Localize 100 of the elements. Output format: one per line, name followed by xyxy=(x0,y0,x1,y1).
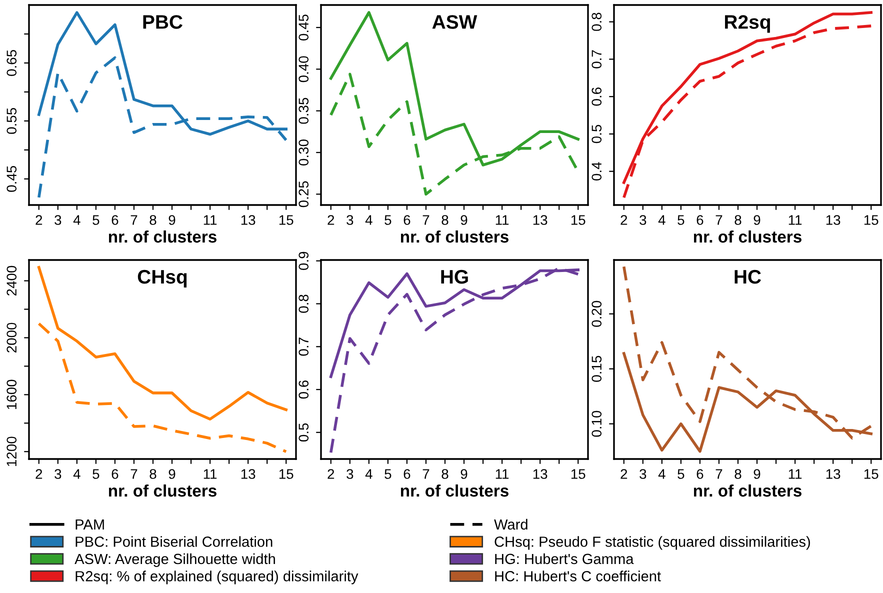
x-tick-label: 3 xyxy=(346,215,354,225)
x-tick-label: 9 xyxy=(460,215,468,225)
text: ASW: Average Silhouette width xyxy=(74,553,275,568)
text: R2sq: % of explained (squared) dissimilarity xyxy=(76,570,358,584)
x-tick-label: 11 xyxy=(788,469,802,479)
x-axis-title: nr. of clusters xyxy=(400,230,508,243)
x-tick-label: 5 xyxy=(92,469,100,479)
y-tick-label: 0.4 xyxy=(592,162,602,180)
x-tick-label: 7 xyxy=(130,469,138,479)
x-tick-label: 13 xyxy=(241,469,256,479)
x-tick-label: 4 xyxy=(365,469,372,479)
y-tick-label: 0.55 xyxy=(6,108,17,134)
x-tick-label: 6 xyxy=(404,469,410,479)
y-tick-label: 1600 xyxy=(6,380,17,410)
y-tick-label: 0.7 xyxy=(592,50,602,68)
y-tick-label: 0.6 xyxy=(298,380,309,399)
text: PBC: Point Biserial Correlation xyxy=(76,536,272,547)
x-tick-label: 15 xyxy=(571,469,586,479)
x-tick-label: 11 xyxy=(496,215,509,225)
x-tick-label: 11 xyxy=(204,215,217,225)
x-tick-label: 6 xyxy=(404,215,410,225)
x-tick-label: 2 xyxy=(36,215,42,225)
x-tick-label: 8 xyxy=(150,215,156,225)
x-axis-title: nr. of clusters xyxy=(108,484,216,497)
x-tick-label: 8 xyxy=(734,469,742,479)
chart-title: R2sq xyxy=(725,15,770,33)
x-tick-label: 6 xyxy=(696,215,704,225)
x-tick-label: 5 xyxy=(92,215,100,225)
chart-title: HC xyxy=(734,270,762,284)
text: HG: Hubert's Gamma xyxy=(495,553,634,564)
y-tick-label: 0.45 xyxy=(6,166,17,192)
x-tick-label: 3 xyxy=(346,469,354,479)
x-tick-label: 7 xyxy=(130,215,138,225)
x-tick-label: 13 xyxy=(533,469,548,479)
x-tick-label: 8 xyxy=(442,469,448,479)
x-tick-label: 11 xyxy=(788,215,802,225)
chart-title: ASW xyxy=(432,15,478,29)
y-tick-label: 0.45 xyxy=(298,14,309,40)
x-tick-label: 2 xyxy=(620,469,628,479)
x-tick-label: 15 xyxy=(279,215,294,225)
y-tick-label: 0.7 xyxy=(298,338,309,356)
x-tick-label: 8 xyxy=(442,215,448,225)
x-tick-label: 6 xyxy=(112,469,118,479)
y-tick-label: 2400 xyxy=(6,266,17,296)
x-tick-label: 7 xyxy=(422,215,430,225)
x-tick-label: 15 xyxy=(864,469,878,479)
chart-title: CHsq xyxy=(138,270,187,288)
x-tick-label: 11 xyxy=(496,469,509,479)
x-tick-label: 4 xyxy=(658,215,666,225)
chart-title: HG xyxy=(441,270,468,284)
x-tick-label: 5 xyxy=(384,469,392,479)
x-tick-label: 5 xyxy=(384,215,392,225)
text: Ward xyxy=(494,518,528,530)
x-tick-label: 3 xyxy=(640,215,646,225)
x-axis-title: nr. of clusters xyxy=(400,484,508,497)
x-tick-label: 8 xyxy=(150,469,156,479)
y-tick-label: 0.5 xyxy=(592,124,602,144)
x-axis-title: nr. of clusters xyxy=(694,484,802,497)
x-tick-label: 2 xyxy=(620,215,628,225)
x-tick-label: 6 xyxy=(112,215,118,225)
y-tick-label: 0.25 xyxy=(298,181,309,208)
x-axis-title: nr. of clusters xyxy=(108,230,216,243)
x-tick-label: 13 xyxy=(241,215,256,225)
x-tick-label: 4 xyxy=(365,215,372,225)
x-tick-label: 9 xyxy=(754,215,760,225)
x-tick-label: 3 xyxy=(54,469,62,479)
x-tick-label: 9 xyxy=(168,215,176,225)
x-tick-label: 11 xyxy=(204,469,217,479)
x-axis-title: nr. of clusters xyxy=(694,230,802,243)
x-tick-label: 2 xyxy=(328,469,334,479)
y-tick-label: 0.8 xyxy=(592,12,602,31)
x-tick-label: 2 xyxy=(36,469,42,479)
x-tick-label: 15 xyxy=(571,215,586,225)
text: CHsq: Pseudo F statistic (squared dissimilarities) xyxy=(494,536,810,550)
y-tick-label: 0.40 xyxy=(298,56,309,82)
y-tick-label: 0.10 xyxy=(592,410,602,437)
x-tick-label: 13 xyxy=(826,215,840,225)
x-tick-label: 4 xyxy=(73,215,80,225)
y-tick-label: 0.9 xyxy=(298,252,309,270)
x-tick-label: 6 xyxy=(696,469,704,479)
x-tick-label: 2 xyxy=(328,215,334,225)
x-tick-label: 3 xyxy=(54,215,62,225)
y-tick-label: 0.6 xyxy=(592,88,602,106)
x-tick-label: 15 xyxy=(279,469,294,479)
x-tick-label: 7 xyxy=(716,215,722,225)
x-tick-label: 3 xyxy=(640,469,646,479)
x-tick-label: 7 xyxy=(716,469,722,479)
line-series xyxy=(38,266,288,421)
chart-title: PBC xyxy=(143,15,182,29)
y-tick-label: 0.5 xyxy=(298,423,309,442)
y-tick-label: 2000 xyxy=(6,322,17,352)
x-tick-label: 13 xyxy=(533,215,548,225)
y-tick-label: 1200 xyxy=(6,436,17,466)
y-tick-label: 0.65 xyxy=(6,50,17,76)
y-tick-label: 0.8 xyxy=(298,294,309,313)
x-tick-label: 5 xyxy=(678,215,684,225)
x-tick-label: 4 xyxy=(73,469,80,479)
y-tick-label: 0.35 xyxy=(298,98,309,124)
x-tick-label: 9 xyxy=(460,469,468,479)
x-tick-label: 9 xyxy=(754,469,760,479)
